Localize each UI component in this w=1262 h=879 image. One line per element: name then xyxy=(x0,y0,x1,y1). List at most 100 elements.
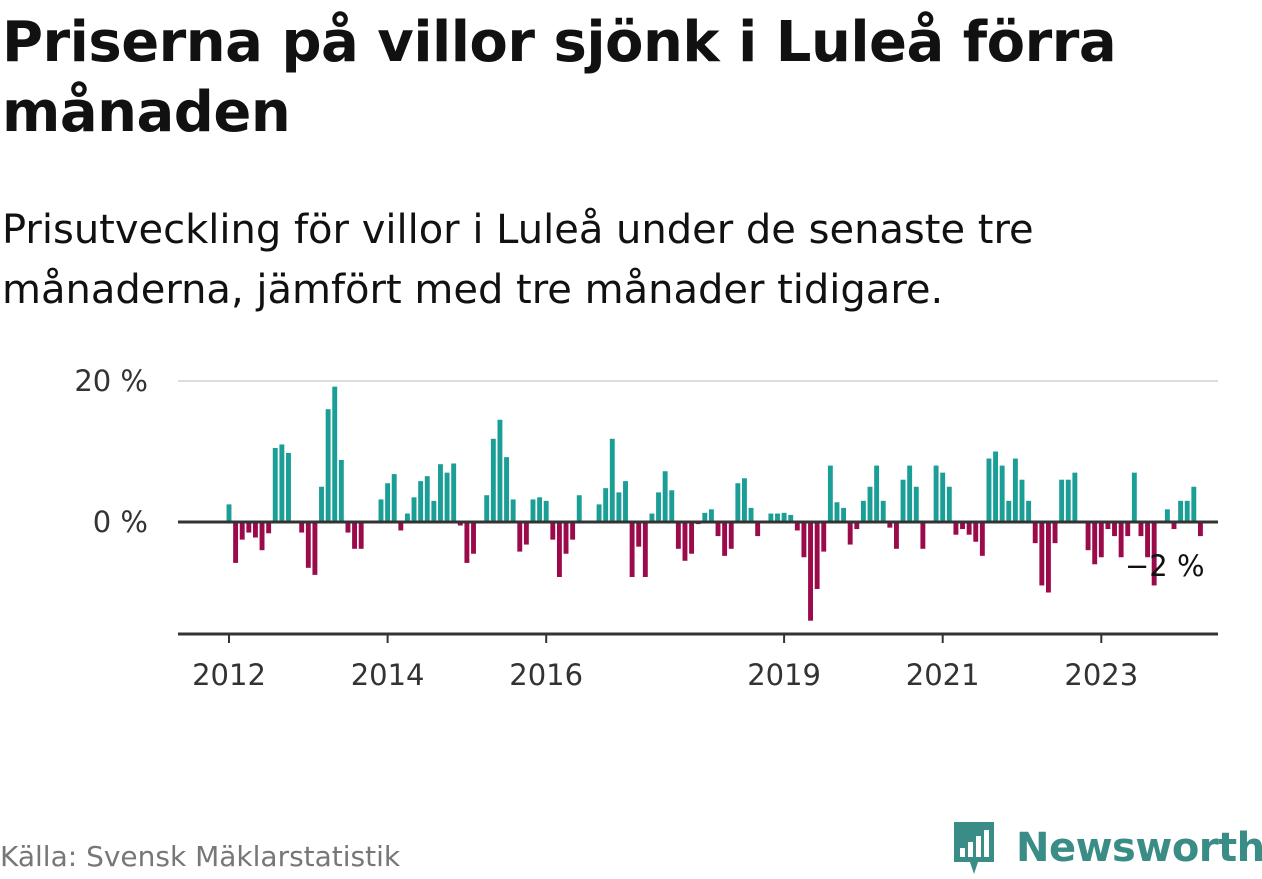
bar-negative xyxy=(808,522,813,621)
bar-positive xyxy=(1019,479,1025,522)
bar-positive xyxy=(867,486,873,522)
bar-positive xyxy=(603,488,609,522)
bar-positive xyxy=(623,481,628,522)
bar-negative xyxy=(1105,522,1111,530)
bar-positive xyxy=(272,447,278,522)
bar-negative xyxy=(642,522,648,577)
bar-positive xyxy=(1072,472,1078,522)
bar-negative xyxy=(299,522,305,533)
bar-chart-logo-icon xyxy=(954,822,994,874)
bar-negative xyxy=(893,522,899,549)
bar-positive xyxy=(735,483,741,522)
bar-positive xyxy=(1006,500,1012,522)
bar-positive xyxy=(543,500,549,522)
bar-negative xyxy=(517,522,523,552)
bar-negative xyxy=(728,522,734,549)
bar-positive xyxy=(378,499,384,522)
x-tick-label: 2012 xyxy=(192,658,266,692)
bar-positive xyxy=(940,472,946,522)
bar-negative xyxy=(471,522,476,554)
bar-negative xyxy=(358,522,364,549)
bar-negative xyxy=(722,522,728,556)
bar-positive xyxy=(1191,486,1197,522)
bar-negative xyxy=(1138,522,1144,537)
brand-name: Newsworthy xyxy=(1016,825,1262,871)
bar-negative xyxy=(352,522,358,549)
newsworthy-logo[interactable]: Newsworthy xyxy=(950,818,1262,878)
bar-positive xyxy=(616,492,622,522)
x-tick-label: 2023 xyxy=(1064,658,1138,692)
x-tick-label: 2016 xyxy=(509,658,583,692)
bar-negative xyxy=(715,522,721,537)
bar-positive xyxy=(226,504,232,522)
bar-negative xyxy=(1112,522,1117,537)
bar-positive xyxy=(537,497,543,522)
bar-positive xyxy=(1178,500,1184,522)
bar-positive xyxy=(907,465,913,522)
bar-negative xyxy=(1045,522,1051,593)
bar-positive xyxy=(338,459,344,522)
bar-positive xyxy=(319,486,324,522)
bars-layer xyxy=(226,386,1203,621)
bar-positive xyxy=(880,500,886,522)
bar-positive xyxy=(286,452,291,522)
bar-negative xyxy=(1125,522,1131,537)
bar-negative xyxy=(259,522,265,551)
bar-negative xyxy=(312,522,318,575)
bar-negative xyxy=(398,522,404,531)
bar-positive xyxy=(900,479,906,522)
bar-positive xyxy=(993,451,999,522)
bar-negative xyxy=(1145,522,1151,558)
bar-negative xyxy=(755,522,761,537)
bar-positive xyxy=(385,483,391,522)
bar-positive xyxy=(656,492,661,522)
bar-positive xyxy=(1184,500,1190,522)
bar-negative xyxy=(920,522,926,549)
bar-positive xyxy=(404,513,410,522)
bar-positive xyxy=(1131,472,1137,522)
y-tick-label: 20 % xyxy=(74,364,148,398)
bar-negative xyxy=(854,522,860,530)
bar-positive xyxy=(1012,458,1018,522)
bar-negative xyxy=(239,522,245,540)
bar-positive xyxy=(391,474,397,522)
bar-positive xyxy=(431,500,437,522)
bar-positive xyxy=(748,507,754,522)
bar-positive xyxy=(788,514,794,522)
bar-negative xyxy=(801,522,807,558)
x-tick-label: 2014 xyxy=(351,658,425,692)
bar-negative xyxy=(847,522,853,545)
bar-negative xyxy=(305,522,311,568)
bar-positive xyxy=(1164,509,1170,522)
y-tick-label: 0 % xyxy=(93,505,148,539)
bar-positive xyxy=(438,464,443,522)
bar-negative xyxy=(629,522,635,577)
bar-positive xyxy=(418,481,424,522)
source-note: Källa: Svensk Mäklarstatistik xyxy=(0,840,401,873)
bar-positive xyxy=(1065,479,1071,522)
bar-positive xyxy=(986,458,992,522)
bar-negative xyxy=(570,522,576,540)
bar-negative xyxy=(682,522,688,561)
bar-negative xyxy=(960,522,965,530)
bar-negative xyxy=(1171,522,1177,530)
bar-negative xyxy=(979,522,985,556)
bar-negative xyxy=(523,522,529,545)
bar-positive xyxy=(913,486,919,522)
bar-negative xyxy=(953,522,959,535)
bar-negative xyxy=(821,522,827,552)
bar-positive xyxy=(1059,479,1065,522)
bar-negative xyxy=(689,522,695,554)
bar-negative xyxy=(457,522,463,526)
bar-negative xyxy=(1092,522,1098,565)
bar-negative xyxy=(563,522,569,554)
bar-negative xyxy=(464,522,470,563)
bar-negative xyxy=(246,522,252,533)
bar-negative xyxy=(266,522,272,534)
bar-positive xyxy=(530,499,536,522)
bar-positive xyxy=(702,512,708,522)
bar-negative xyxy=(1151,522,1157,586)
bar-negative xyxy=(1118,522,1124,558)
bar-negative xyxy=(1197,522,1203,537)
bar-positive xyxy=(662,471,668,522)
